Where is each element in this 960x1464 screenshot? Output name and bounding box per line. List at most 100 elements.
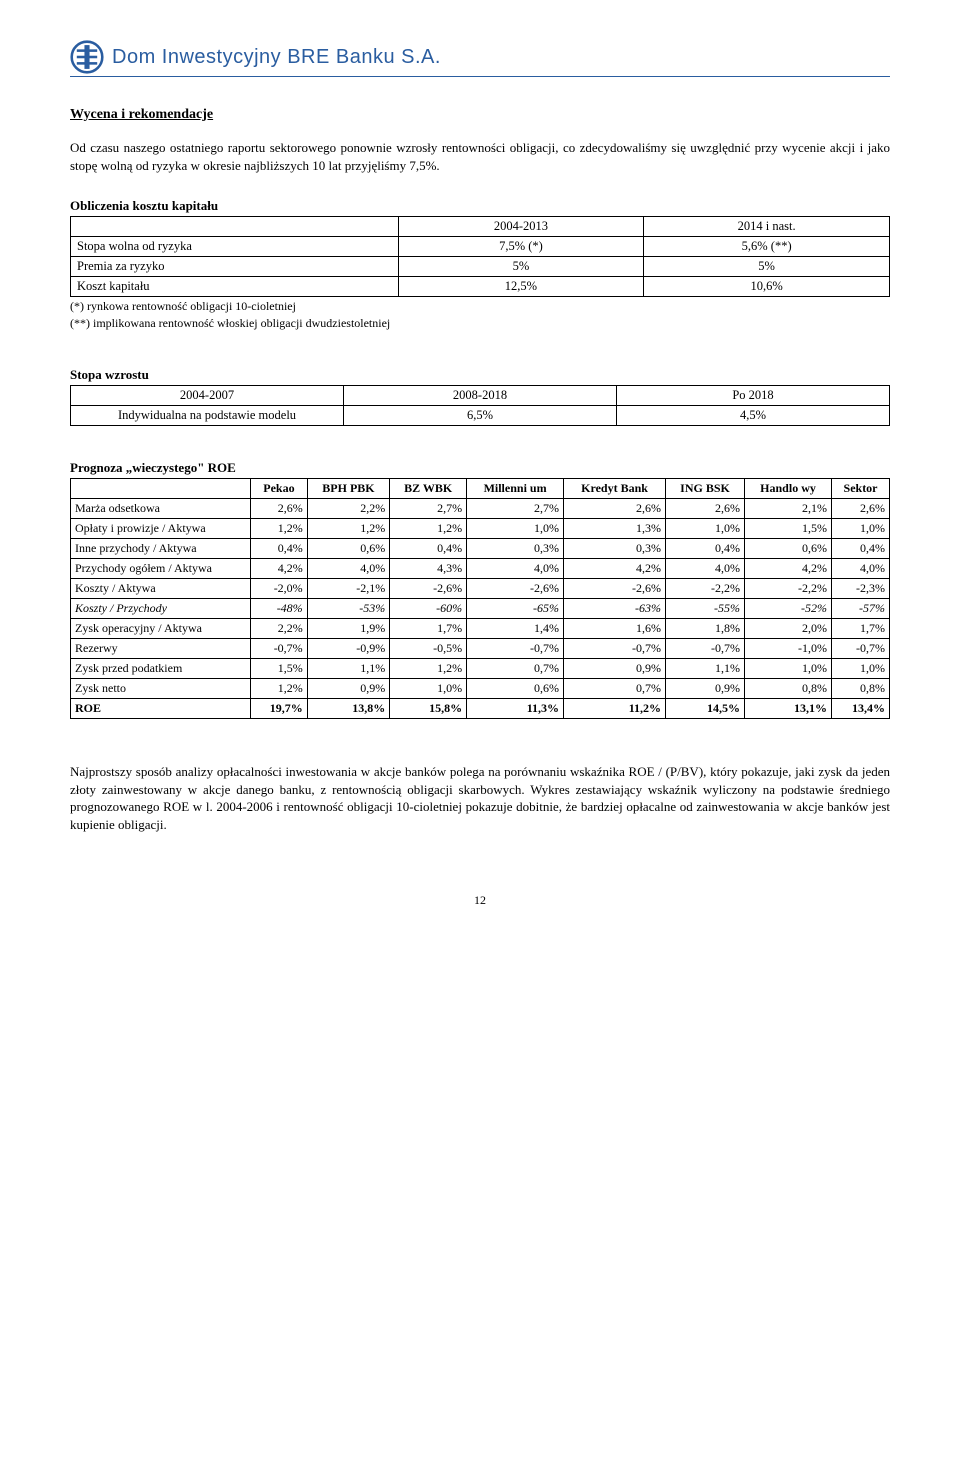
roe-cell: Opłaty i prowizje / Aktywa bbox=[71, 519, 251, 539]
roe-cell: 1,5% bbox=[251, 659, 308, 679]
roe-cell: ROE bbox=[71, 699, 251, 719]
roe-cell: Zysk przed podatkiem bbox=[71, 659, 251, 679]
intro-paragraph: Od czasu naszego ostatniego raportu sekt… bbox=[70, 139, 890, 174]
roe-cell: 0,9% bbox=[666, 679, 745, 699]
roe-cell: 0,7% bbox=[564, 679, 666, 699]
roe-cell: 4,0% bbox=[832, 559, 890, 579]
wzrost-h2: 2008-2018 bbox=[344, 386, 617, 406]
roe-cell: 0,9% bbox=[564, 659, 666, 679]
koszt-foot1: (*) rynkowa rentowność obligacji 10-ciol… bbox=[70, 299, 890, 314]
roe-cell: 1,2% bbox=[390, 519, 467, 539]
roe-cell: 1,2% bbox=[251, 519, 308, 539]
roe-cell: 1,2% bbox=[307, 519, 390, 539]
roe-col-header: Millenni um bbox=[467, 479, 564, 499]
roe-cell: 0,8% bbox=[832, 679, 890, 699]
roe-col-header bbox=[71, 479, 251, 499]
roe-cell: 0,8% bbox=[745, 679, 832, 699]
roe-cell: -0,7% bbox=[251, 639, 308, 659]
roe-col-header: BPH PBK bbox=[307, 479, 390, 499]
roe-cell: Koszty / Aktywa bbox=[71, 579, 251, 599]
roe-col-header: Kredyt Bank bbox=[564, 479, 666, 499]
roe-cell: 0,4% bbox=[666, 539, 745, 559]
wzrost-table: 2004-2007 2008-2018 Po 2018 Indywidualna… bbox=[70, 385, 890, 426]
roe-cell: -1,0% bbox=[745, 639, 832, 659]
table-row: Rezerwy-0,7%-0,9%-0,5%-0,7%-0,7%-0,7%-1,… bbox=[71, 639, 890, 659]
roe-cell: -2,3% bbox=[832, 579, 890, 599]
roe-cell: -55% bbox=[666, 599, 745, 619]
roe-cell: 0,9% bbox=[307, 679, 390, 699]
roe-cell: -2,2% bbox=[745, 579, 832, 599]
roe-cell: Koszty / Przychody bbox=[71, 599, 251, 619]
roe-table: PekaoBPH PBKBZ WBKMillenni umKredyt Bank… bbox=[70, 478, 890, 719]
roe-title: Prognoza „wieczystego" ROE bbox=[70, 460, 890, 476]
roe-cell: 1,5% bbox=[745, 519, 832, 539]
roe-cell: 1,2% bbox=[251, 679, 308, 699]
roe-cell: 14,5% bbox=[666, 699, 745, 719]
table-row: Zysk netto1,2%0,9%1,0%0,6%0,7%0,9%0,8%0,… bbox=[71, 679, 890, 699]
roe-cell: 13,8% bbox=[307, 699, 390, 719]
roe-cell: -0,7% bbox=[564, 639, 666, 659]
roe-cell: 2,6% bbox=[832, 499, 890, 519]
roe-cell: 1,0% bbox=[666, 519, 745, 539]
roe-cell: 4,0% bbox=[666, 559, 745, 579]
roe-col-header: BZ WBK bbox=[390, 479, 467, 499]
roe-cell: 0,4% bbox=[390, 539, 467, 559]
roe-cell: 15,8% bbox=[390, 699, 467, 719]
roe-cell: 0,3% bbox=[467, 539, 564, 559]
roe-cell: 13,4% bbox=[832, 699, 890, 719]
roe-cell: 4,0% bbox=[307, 559, 390, 579]
roe-col-header: ING BSK bbox=[666, 479, 745, 499]
roe-cell: 2,2% bbox=[251, 619, 308, 639]
roe-cell: Marża odsetkowa bbox=[71, 499, 251, 519]
roe-cell: 4,2% bbox=[251, 559, 308, 579]
roe-cell: Zysk operacyjny / Aktywa bbox=[71, 619, 251, 639]
roe-cell: 4,2% bbox=[564, 559, 666, 579]
roe-cell: -60% bbox=[390, 599, 467, 619]
roe-cell: 4,2% bbox=[745, 559, 832, 579]
roe-cell: -2,2% bbox=[666, 579, 745, 599]
roe-cell: 2,6% bbox=[564, 499, 666, 519]
table-row: Marża odsetkowa2,6%2,2%2,7%2,7%2,6%2,6%2… bbox=[71, 499, 890, 519]
roe-cell: 0,6% bbox=[467, 679, 564, 699]
roe-cell: 1,4% bbox=[467, 619, 564, 639]
roe-cell: 1,0% bbox=[390, 679, 467, 699]
roe-cell: 1,9% bbox=[307, 619, 390, 639]
roe-cell: -0,7% bbox=[666, 639, 745, 659]
roe-cell: Przychody ogółem / Aktywa bbox=[71, 559, 251, 579]
roe-cell: 19,7% bbox=[251, 699, 308, 719]
roe-cell: 2,6% bbox=[666, 499, 745, 519]
roe-cell: -2,0% bbox=[251, 579, 308, 599]
roe-col-header: Pekao bbox=[251, 479, 308, 499]
roe-cell: 0,6% bbox=[307, 539, 390, 559]
roe-cell: 2,2% bbox=[307, 499, 390, 519]
roe-cell: -65% bbox=[467, 599, 564, 619]
roe-cell: 4,0% bbox=[467, 559, 564, 579]
roe-cell: 1,7% bbox=[390, 619, 467, 639]
koszt-row-label: Koszt kapitału bbox=[71, 277, 399, 297]
koszt-cell: 12,5% bbox=[398, 277, 644, 297]
roe-cell: -0,7% bbox=[832, 639, 890, 659]
roe-cell: 11,3% bbox=[467, 699, 564, 719]
roe-cell: 2,7% bbox=[390, 499, 467, 519]
roe-cell: 0,6% bbox=[745, 539, 832, 559]
roe-cell: 1,0% bbox=[832, 659, 890, 679]
roe-cell: -0,9% bbox=[307, 639, 390, 659]
roe-cell: -2,6% bbox=[467, 579, 564, 599]
koszt-cell: 5% bbox=[644, 257, 890, 277]
bre-logo-icon bbox=[70, 40, 104, 74]
roe-cell: 0,7% bbox=[467, 659, 564, 679]
koszt-title: Obliczenia kosztu kapitału bbox=[70, 198, 890, 214]
roe-cell: 2,0% bbox=[745, 619, 832, 639]
table-row: Zysk przed podatkiem1,5%1,1%1,2%0,7%0,9%… bbox=[71, 659, 890, 679]
roe-cell: -57% bbox=[832, 599, 890, 619]
roe-cell: -0,5% bbox=[390, 639, 467, 659]
roe-cell: -0,7% bbox=[467, 639, 564, 659]
wzrost-r3: 4,5% bbox=[617, 406, 890, 426]
roe-cell: 0,4% bbox=[832, 539, 890, 559]
table-row: Opłaty i prowizje / Aktywa1,2%1,2%1,2%1,… bbox=[71, 519, 890, 539]
roe-cell: -52% bbox=[745, 599, 832, 619]
roe-cell: -53% bbox=[307, 599, 390, 619]
wzrost-r2: 6,5% bbox=[344, 406, 617, 426]
roe-cell: -2,6% bbox=[390, 579, 467, 599]
koszt-foot2: (**) implikowana rentowność włoskiej obl… bbox=[70, 316, 890, 331]
